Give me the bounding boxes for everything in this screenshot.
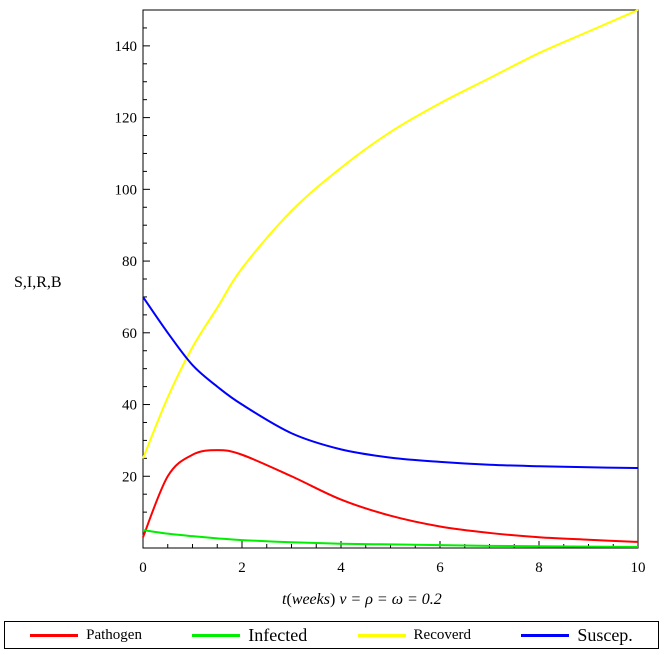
legend-label-suscep: Suscep.	[577, 624, 633, 645]
y-tick-label: 80	[122, 254, 137, 270]
y-tick-label: 20	[122, 469, 137, 485]
y-axis-label: S,I,R,B	[14, 274, 62, 291]
x-axis-label: t(weeks) ν = ρ = ω = 0.2	[282, 591, 442, 608]
sir-line-chart: S,I,R,B t(weeks) ν = ρ = ω = 0.2 2040608…	[14, 9, 646, 608]
x-tick-label: 10	[631, 560, 646, 576]
legend-label-recoverd: Recoverd	[413, 626, 472, 643]
y-tick-label: 40	[122, 398, 137, 414]
x-label-parameters: ν = ρ = ω = 0.2	[339, 591, 441, 608]
x-tick-label: 8	[535, 560, 543, 576]
legend-label-infected: Infected	[248, 624, 308, 645]
legend-label-pathogen: Pathogen	[86, 626, 142, 643]
x-label-variable: t	[282, 591, 287, 608]
legend-item-suscep: Suscep.	[521, 625, 633, 646]
x-tick-label: 6	[436, 560, 444, 576]
x-label-open-paren: (	[286, 591, 291, 608]
series-line-pathogen	[142, 449, 639, 543]
legend-item-recoverd: Recoverd	[357, 626, 472, 644]
legend: Pathogen Infected Recoverd Suscep.	[4, 621, 659, 649]
y-tick-label: 60	[122, 326, 137, 342]
series-line-recoverd	[142, 9, 639, 459]
legend-swatch-infected	[192, 633, 241, 637]
x-tick-label: 0	[139, 560, 147, 576]
series-group	[142, 9, 639, 548]
y-tick-label: 100	[115, 182, 138, 198]
legend-swatch-recoverd	[357, 633, 406, 637]
series-line-infected	[142, 529, 639, 548]
legend-item-infected: Infected	[192, 625, 307, 646]
legend-swatch-pathogen	[30, 633, 79, 637]
x-label-close-paren: )	[330, 591, 339, 608]
x-tick-label: 2	[238, 560, 246, 576]
axes: 20 40 60 80 100 120 140 0 2 4 6 8 10	[115, 9, 646, 576]
x-tick-label: 4	[337, 560, 345, 576]
y-tick-label: 140	[115, 39, 138, 55]
series-line-suscep	[142, 296, 639, 470]
legend-item-pathogen: Pathogen	[30, 627, 142, 644]
legend-swatch-suscep	[521, 633, 570, 637]
y-tick-label: 120	[115, 111, 138, 127]
x-label-units: weeks	[292, 591, 330, 608]
